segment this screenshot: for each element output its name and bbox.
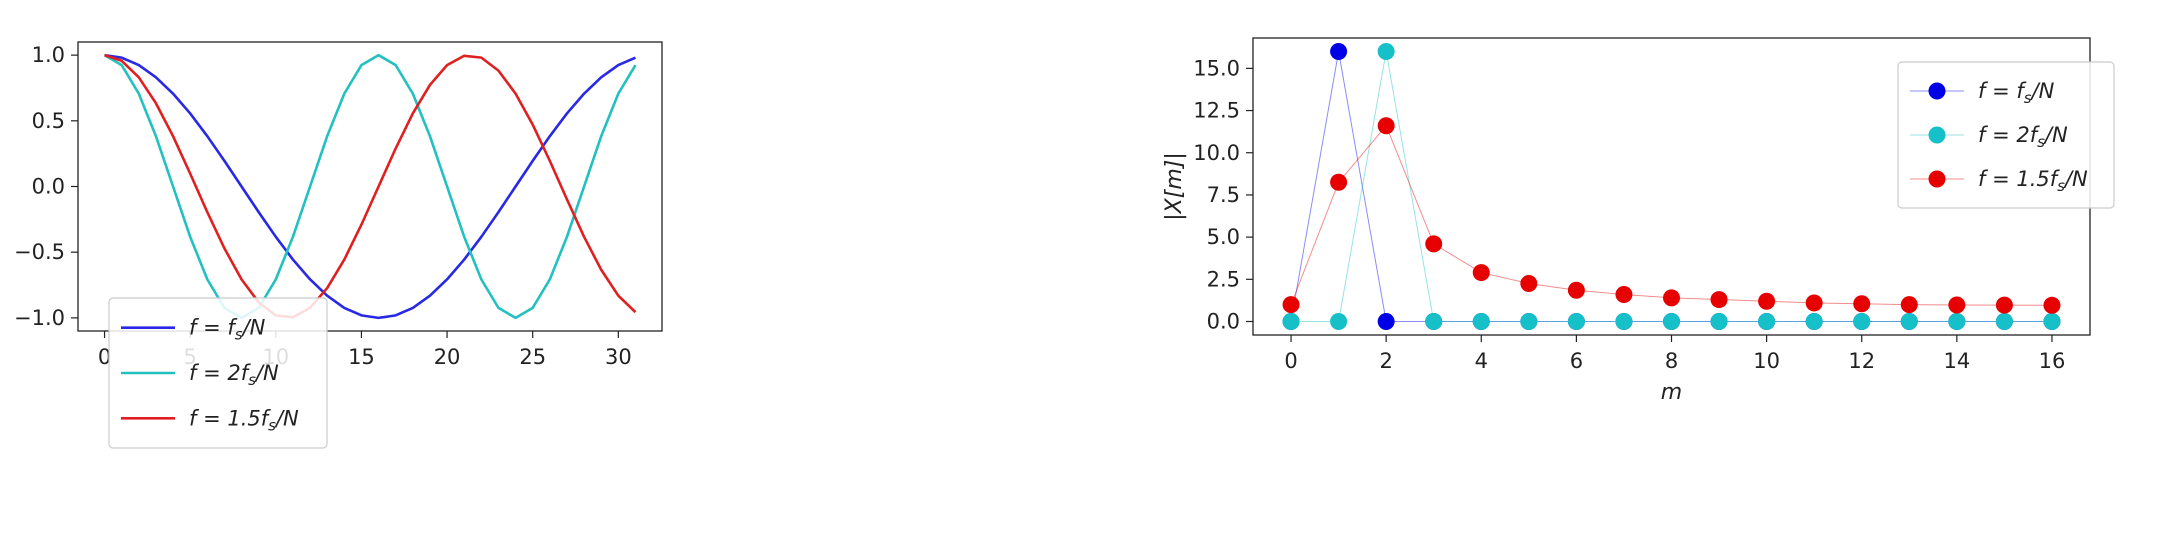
right-series-2-point xyxy=(1330,173,1348,191)
left-x-tick-label: 20 xyxy=(434,345,461,369)
right-series-1-point xyxy=(1758,313,1776,330)
right-series-0-point xyxy=(1377,313,1395,330)
right-series-1-point xyxy=(1710,313,1728,330)
right-series-0-point xyxy=(1330,43,1348,60)
right-series-2-point xyxy=(1853,295,1871,313)
legend-label-main: f = f xyxy=(1978,79,2027,103)
right-series-1-point xyxy=(1377,43,1395,60)
right-x-tick-label: 8 xyxy=(1665,349,1678,373)
right-x-tick-label: 6 xyxy=(1570,349,1583,373)
right-series-1-point xyxy=(1282,313,1300,330)
right-series-1-point xyxy=(1472,313,1490,330)
legend-label-subscript: s xyxy=(248,371,256,389)
left-legend-label: f = 1.5fs/N xyxy=(189,406,299,434)
right-x-tick-label: 10 xyxy=(1753,349,1780,373)
right-legend-label: f = 2fs/N xyxy=(1978,123,2068,151)
right-series-2-point xyxy=(1995,296,2013,314)
legend-label-suffix: /N xyxy=(254,361,279,385)
right-series-1-point xyxy=(1805,313,1823,330)
legend-label-suffix: /N xyxy=(2063,167,2088,191)
right-series-2-point xyxy=(1425,235,1443,253)
right-series-2-point xyxy=(1377,117,1395,135)
right-series-1-point xyxy=(1663,313,1680,330)
right-y-tick-label: 2.5 xyxy=(1207,267,1240,291)
right-series-1-point xyxy=(1567,313,1585,330)
right-series-2-point xyxy=(1710,291,1728,309)
dft-magnitude-chart: 0 2 4 6 8 10 12 14 16 0.0 2.5 5.0 7.5 10.0 12.5 15.0 m |X… xyxy=(1162,37,2115,405)
left-y-tick-label: −1.0 xyxy=(14,306,65,330)
right-x-tick-label: 0 xyxy=(1284,349,1297,373)
right-x-tick-label: 16 xyxy=(2039,349,2066,373)
right-series-1-point xyxy=(1995,313,2013,330)
right-series-1-point xyxy=(1520,313,1538,330)
legend-label-suffix: /N xyxy=(274,406,299,430)
right-y-tick-label: 15.0 xyxy=(1193,56,1240,80)
left-x-tick-label: 30 xyxy=(605,345,632,369)
legend-label-subscript: s xyxy=(2057,177,2065,195)
right-series-1-point xyxy=(2043,313,2061,330)
right-y-tick-label: 0.0 xyxy=(1207,310,1240,334)
legend-label-subscript: s xyxy=(2024,89,2032,107)
right-legend-swatch-marker xyxy=(1928,170,1946,188)
legend-label-subscript: s xyxy=(268,416,276,434)
legend-label-suffix: /N xyxy=(2043,123,2068,147)
legend-label-main: f = 2f xyxy=(1978,123,2041,147)
left-x-tick-label: 15 xyxy=(348,345,375,369)
right-series-2-point xyxy=(2043,296,2061,314)
right-y-tick-label: 7.5 xyxy=(1207,183,1240,207)
right-legend-swatch-marker xyxy=(1928,126,1946,144)
right-series-2-point xyxy=(1948,296,1966,314)
right-x-axis-label: m xyxy=(1661,380,1682,405)
left-legend-label: f = fs/N xyxy=(189,316,266,344)
right-series-2-point xyxy=(1615,286,1633,303)
left-x-tick-label: 0 xyxy=(98,345,111,369)
right-series-2-point xyxy=(1663,289,1680,307)
legend-label-suffix: /N xyxy=(241,316,266,340)
left-y-tick-label: 0.5 xyxy=(32,109,65,133)
waveform-chart: 051015202530−1.0−0.50.00.51.0f = fs/Nf =… xyxy=(14,41,663,449)
left-y-tick-label: 1.0 xyxy=(32,43,65,67)
right-y-tick-label: 12.5 xyxy=(1193,99,1240,123)
left-x-tick-label: 25 xyxy=(519,345,546,369)
right-y-tick-label: 10.0 xyxy=(1193,141,1240,165)
right-legend-label: f = fs/N xyxy=(1978,79,2055,107)
right-x-tick-label: 12 xyxy=(1848,349,1875,373)
right-legend xyxy=(1897,61,2115,209)
legend-label-subscript: s xyxy=(235,326,243,344)
left-series-line-2 xyxy=(104,53,637,319)
right-series-2-point xyxy=(1520,275,1538,293)
right-x-tick-label: 2 xyxy=(1379,349,1392,373)
right-series-2-point xyxy=(1472,264,1490,282)
right-legend-label: f = 1.5fs/N xyxy=(1978,167,2088,195)
legend-label-main: f = 1.5f xyxy=(1978,167,2061,191)
right-series-2-point xyxy=(1282,296,1300,314)
right-y-axis-label: |X[m]| xyxy=(1162,152,1187,221)
right-series-2-point xyxy=(1567,281,1585,299)
right-series-1-point xyxy=(1330,313,1348,330)
legend-label-main: f = f xyxy=(189,316,238,340)
right-series-1-point xyxy=(1615,313,1633,330)
right-series-1-point xyxy=(1948,313,1966,330)
right-series-2-point xyxy=(1758,292,1776,310)
right-y-tick-label: 5.0 xyxy=(1207,225,1240,249)
legend-label-main: f = 2f xyxy=(189,361,252,385)
legend-label-main: f = 1.5f xyxy=(189,406,272,430)
right-series-2-point xyxy=(1805,294,1823,312)
right-legend-swatch-marker xyxy=(1928,82,1946,100)
right-x-tick-label: 14 xyxy=(1943,349,1970,373)
left-series-line-1 xyxy=(103,53,637,320)
left-y-tick-label: 0.0 xyxy=(32,175,65,199)
left-legend xyxy=(108,297,328,449)
right-series-1-point xyxy=(1900,313,1918,330)
left-legend-label: f = 2fs/N xyxy=(189,361,279,389)
left-series-line-0 xyxy=(104,53,636,320)
legend-label-suffix: /N xyxy=(2030,79,2055,103)
right-x-tick-label: 4 xyxy=(1475,349,1488,373)
right-series-1-point xyxy=(1853,313,1871,330)
right-series-2-point xyxy=(1900,296,1918,314)
right-series-1-point xyxy=(1425,313,1443,330)
left-y-tick-label: −0.5 xyxy=(14,240,65,264)
legend-label-subscript: s xyxy=(2037,133,2045,151)
